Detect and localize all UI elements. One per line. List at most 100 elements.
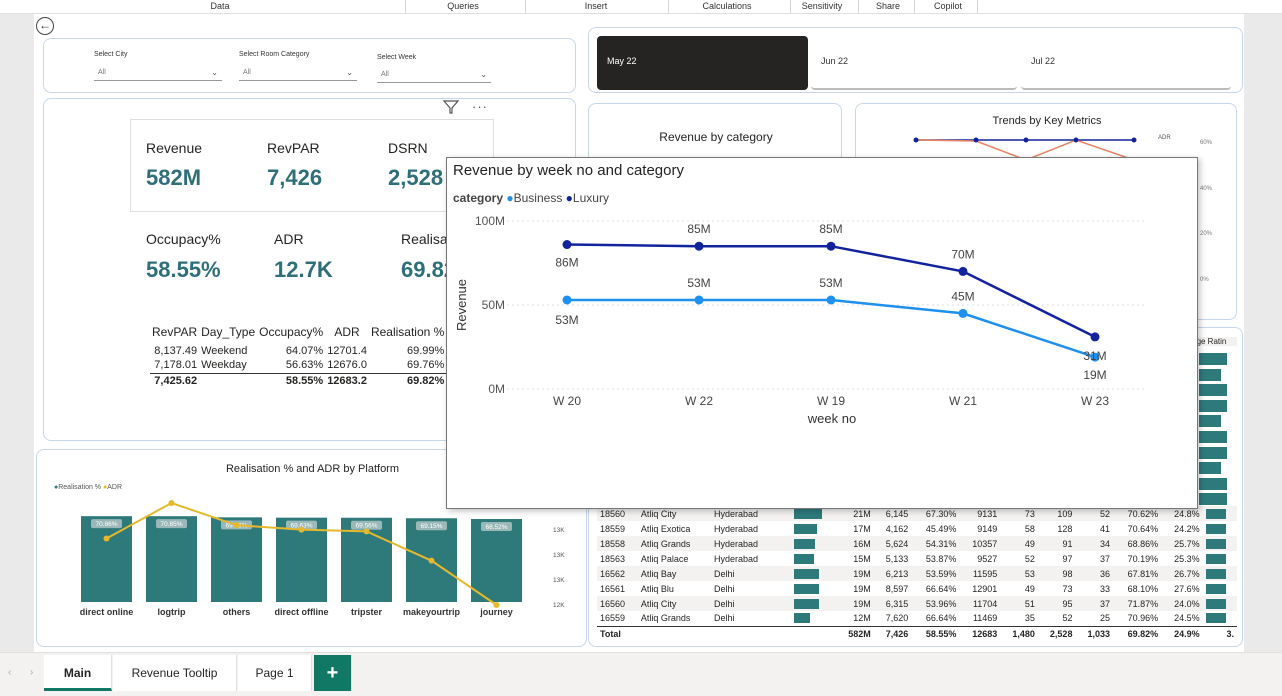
cell: Delhi <box>714 583 735 594</box>
cell: 71.87% <box>1127 598 1159 609</box>
tab-scroll-left-icon[interactable]: ‹ <box>8 667 12 678</box>
ribbon-sensitivity[interactable]: Sensitivity <box>801 1 843 11</box>
col-realisation[interactable]: Realisation % <box>370 325 445 339</box>
tab-page-1[interactable]: Page 1 <box>238 655 312 691</box>
trends-chart <box>913 137 1137 161</box>
cell: 9527 <box>977 553 998 564</box>
rating-bar <box>1199 384 1227 397</box>
cell: 3. <box>1226 628 1234 639</box>
cell: 7,178.01 <box>154 359 198 372</box>
kpi-occupancy-label: Occupacy% <box>146 231 221 247</box>
cell: 19M <box>853 598 871 609</box>
cell: Weekday <box>201 359 247 372</box>
x-tick-label: logtrip <box>158 607 186 617</box>
trends-legend-adr: ADR <box>1158 135 1171 141</box>
cell: 36 <box>1100 568 1111 579</box>
ribbon: Data Queries Insert Calculations Sensiti… <box>0 0 1282 14</box>
cell: Atliq Grands <box>640 613 691 624</box>
rating-bar <box>1199 477 1227 490</box>
cell: 16559 <box>600 613 626 624</box>
tab-revenue-tooltip[interactable]: Revenue Tooltip <box>113 655 237 691</box>
revenue-bar <box>791 536 836 551</box>
table-row[interactable]: 18560 Atliq City Hyderabad 21M 6,145 67.30% 91… <box>597 506 1237 521</box>
x-axis-label: week no <box>807 411 856 426</box>
table-row[interactable]: 16561 Atliq Blu Delhi 19M 8,597 66.64% 12901 49… <box>597 581 1237 596</box>
x-tick-label: direct online <box>80 607 134 617</box>
week-tile-jun[interactable]: Jun 22 <box>811 36 1017 90</box>
cell: 19M <box>853 583 871 594</box>
ribbon-insert[interactable]: Insert <box>584 1 608 11</box>
col-occupancy[interactable]: Occupacy% <box>259 325 324 339</box>
cell: 582M <box>848 628 871 639</box>
ribbon-share[interactable]: Share <box>875 1 901 11</box>
daytype-table: RevPAR Day_Type Occupacy% ADR Realisatio… <box>150 321 447 388</box>
cell: 68.86% <box>1127 538 1159 549</box>
cell: 26.7% <box>1174 568 1200 579</box>
cell: 52 <box>1024 553 1035 564</box>
slicer-week-value: All <box>381 71 389 78</box>
cell: 95 <box>1062 598 1073 609</box>
right-axis-tick: 13K <box>553 552 565 559</box>
table-row[interactable]: 18558 Atliq Grands Hyderabad 16M 5,624 54.31%… <box>597 536 1237 551</box>
ribbon-queries[interactable]: Queries <box>447 1 479 11</box>
x-tick-label: W 21 <box>949 394 977 408</box>
cell: 69.76% <box>407 359 445 372</box>
cell: 51 <box>1024 598 1035 609</box>
week-tile-may[interactable]: May 22 <box>597 36 808 90</box>
table-header-row: RevPAR Day_Type Occupacy% ADR Realisatio… <box>150 321 446 343</box>
cell: 24.0% <box>1174 598 1200 609</box>
slicer-week[interactable]: All ⌄ <box>377 69 491 83</box>
col-adr[interactable]: ADR <box>334 325 360 339</box>
table-total-row: 7,425.62 58.55% 12683.2 69.82% <box>150 373 447 388</box>
cell: Atliq City <box>640 598 677 609</box>
cell: 52 <box>1062 613 1073 624</box>
cell: 11469 <box>972 613 998 624</box>
slicer-card: Select City All ⌄ Select Room Category Al… <box>43 38 576 93</box>
ribbon-calculations[interactable]: Calculations <box>702 1 752 11</box>
table-row[interactable]: 16559 Atliq Grands Delhi 12M 7,620 66.64% 1146… <box>597 611 1237 626</box>
table-row[interactable]: 16562 Atliq Bay Delhi 19M 6,213 53.59% 11595 53… <box>597 566 1237 581</box>
rating-bar <box>1203 581 1237 596</box>
table-row[interactable]: 7,178.01 Weekday 56.63% 12676.0 69.76% <box>150 358 446 373</box>
cell: 18558 <box>600 538 626 549</box>
cell: Atliq Exotica <box>640 523 691 534</box>
table-row[interactable]: 18563 Atliq Palace Hyderabad 15M 5,133 53.87%… <box>597 551 1237 566</box>
more-options-icon[interactable]: ··· <box>472 99 488 114</box>
ribbon-copilot[interactable]: Copilot <box>933 1 962 11</box>
y-tick-label: 50M <box>482 298 505 312</box>
bar-data-label: 70.86% <box>95 521 117 528</box>
cell: 109 <box>1057 508 1073 519</box>
col-revpar[interactable]: RevPAR <box>152 325 198 339</box>
platform-chart: 70.86%direct online70.85%logtrip69.89%ot… <box>80 500 565 617</box>
cell: 18563 <box>600 553 626 564</box>
data-label: 86M <box>555 256 578 270</box>
bar-data-label: 70.85% <box>160 521 182 528</box>
series-line-business <box>567 298 1096 359</box>
table-row[interactable]: 18559 Atliq Exotica Hyderabad 17M 4,162 45.49… <box>597 521 1237 536</box>
y-tick-label: 0M <box>488 382 505 396</box>
back-arrow-icon[interactable]: ← <box>36 17 54 35</box>
cell: 7,425.62 <box>154 374 198 387</box>
slicer-room[interactable]: All ⌄ <box>239 67 357 81</box>
rating-bar <box>1199 462 1221 475</box>
filter-icon[interactable] <box>442 99 460 118</box>
revenue-bar <box>791 596 836 611</box>
adr-point <box>168 500 175 506</box>
add-page-button[interactable]: + <box>314 655 352 691</box>
col-daytype[interactable]: Day_Type <box>201 325 256 339</box>
chevron-down-icon: ⌄ <box>346 68 353 77</box>
slicer-city-label: Select City <box>94 51 128 58</box>
right-axis-tick: 12K <box>553 602 565 609</box>
cell: Weekend <box>201 344 248 357</box>
tab-main[interactable]: Main <box>44 655 112 691</box>
week-tile-jul[interactable]: Jul 22 <box>1021 36 1231 90</box>
ribbon-data[interactable]: Data <box>210 1 230 11</box>
x-tick-label: tripster <box>351 607 383 617</box>
table-row[interactable]: 8,137.49 Weekend 64.07% 12701.4 69.99% <box>150 343 446 358</box>
table-row[interactable]: 16560 Atliq City Delhi 19M 6,315 53.96% 11704 5… <box>597 596 1237 611</box>
slicer-city[interactable]: All ⌄ <box>94 67 222 81</box>
cell: 16562 <box>600 568 626 579</box>
cell: 6,315 <box>885 598 909 609</box>
tab-scroll-right-icon[interactable]: › <box>30 667 34 678</box>
cell: 11704 <box>972 598 998 609</box>
